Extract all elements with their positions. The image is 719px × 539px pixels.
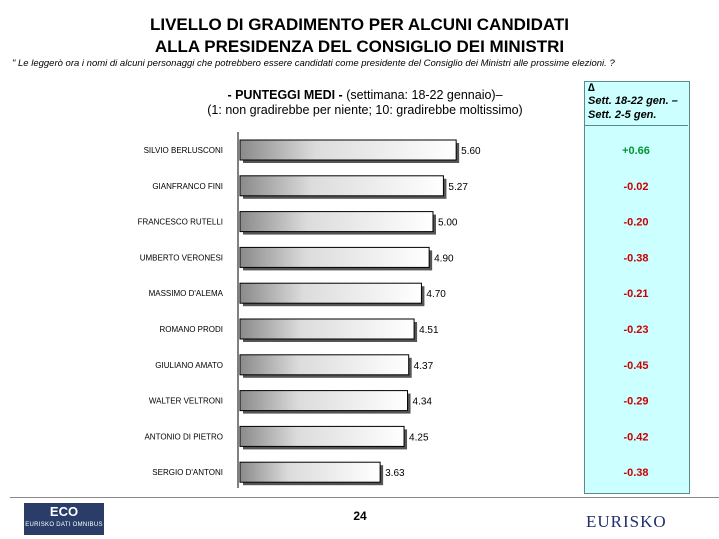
category-label: FRANCESCO RUTELLI xyxy=(138,218,223,227)
page-number: 24 xyxy=(353,509,367,523)
delta-value: -0.45 xyxy=(623,360,648,372)
category-label: ANTONIO DI PIETRO xyxy=(144,432,223,441)
subtitle-rest: (settimana: 18-22 gennaio)– xyxy=(342,88,503,102)
bar xyxy=(239,175,444,197)
subtitle-bold: - PUNTEGGI MEDI - xyxy=(227,88,343,102)
eco-logo: ECO EURISKO DATI OMNIBUS xyxy=(24,503,104,535)
delta-value: -0.23 xyxy=(623,324,648,336)
bar xyxy=(239,139,457,161)
eco-logo-text: ECO xyxy=(49,504,79,519)
value-label: 4.25 xyxy=(409,432,429,443)
chart-title-line1: LIVELLO DI GRADIMENTO PER ALCUNI CANDIDA… xyxy=(149,15,569,34)
delta-value: -0.02 xyxy=(623,181,648,193)
category-label: ROMANO PRODI xyxy=(159,325,223,334)
value-label: 3.63 xyxy=(385,468,405,479)
delta-header: ∆ Sett. 18-22 gen. – Sett. 2-5 gen. xyxy=(584,81,688,126)
footer-divider xyxy=(10,497,719,498)
delta-value: +0.66 xyxy=(622,145,650,157)
delta-symbol: ∆ xyxy=(588,82,595,94)
bar xyxy=(239,211,434,233)
chart-subtitle: - PUNTEGGI MEDI - (settimana: 18-22 genn… xyxy=(175,87,555,103)
category-label: UMBERTO VERONESI xyxy=(140,253,223,262)
bar xyxy=(239,461,381,483)
value-label: 4.90 xyxy=(434,253,454,264)
value-label: 5.60 xyxy=(461,146,481,157)
bar xyxy=(239,246,430,268)
delta-header-line2: Sett. 2-5 gen. xyxy=(588,109,657,121)
delta-header-line1: Sett. 18-22 gen. – xyxy=(588,95,678,107)
question-note: " Le leggerò ora i nomi di alcuni person… xyxy=(12,58,615,69)
bar xyxy=(239,354,410,376)
bar xyxy=(239,318,415,340)
category-label: SERGIO D'ANTONI xyxy=(152,468,223,477)
delta-value: -0.21 xyxy=(623,288,648,300)
delta-value: -0.20 xyxy=(623,217,648,229)
value-label: 5.00 xyxy=(438,218,458,229)
value-label: 4.37 xyxy=(414,361,434,372)
bar xyxy=(239,425,405,447)
value-label: 4.34 xyxy=(413,397,433,408)
eco-logo-subtext: EURISKO DATI OMNIBUS xyxy=(25,522,103,528)
category-label: GIANFRANCO FINI xyxy=(152,182,223,191)
delta-value: -0.29 xyxy=(623,396,648,408)
value-label: 4.51 xyxy=(419,325,439,336)
scale-legend: (1: non gradirebbe per niente; 10: gradi… xyxy=(207,103,523,117)
eurisko-logo: EURISKO xyxy=(586,512,667,531)
category-label: WALTER VELTRONI xyxy=(149,397,223,406)
delta-panel xyxy=(584,81,690,494)
delta-value: -0.38 xyxy=(623,252,648,264)
delta-value: -0.42 xyxy=(623,431,648,443)
category-label: MASSIMO D'ALEMA xyxy=(149,289,224,298)
category-label: SILVIO BERLUSCONI xyxy=(144,146,223,155)
chart-title-line2: ALLA PRESIDENZA DEL CONSIGLIO DEI MINIST… xyxy=(154,37,565,56)
value-label: 5.27 xyxy=(448,182,468,193)
bar xyxy=(239,282,422,304)
category-label: GIULIANO AMATO xyxy=(155,361,223,370)
value-label: 4.70 xyxy=(426,289,446,300)
bar xyxy=(239,390,409,412)
delta-value: -0.38 xyxy=(623,467,648,479)
